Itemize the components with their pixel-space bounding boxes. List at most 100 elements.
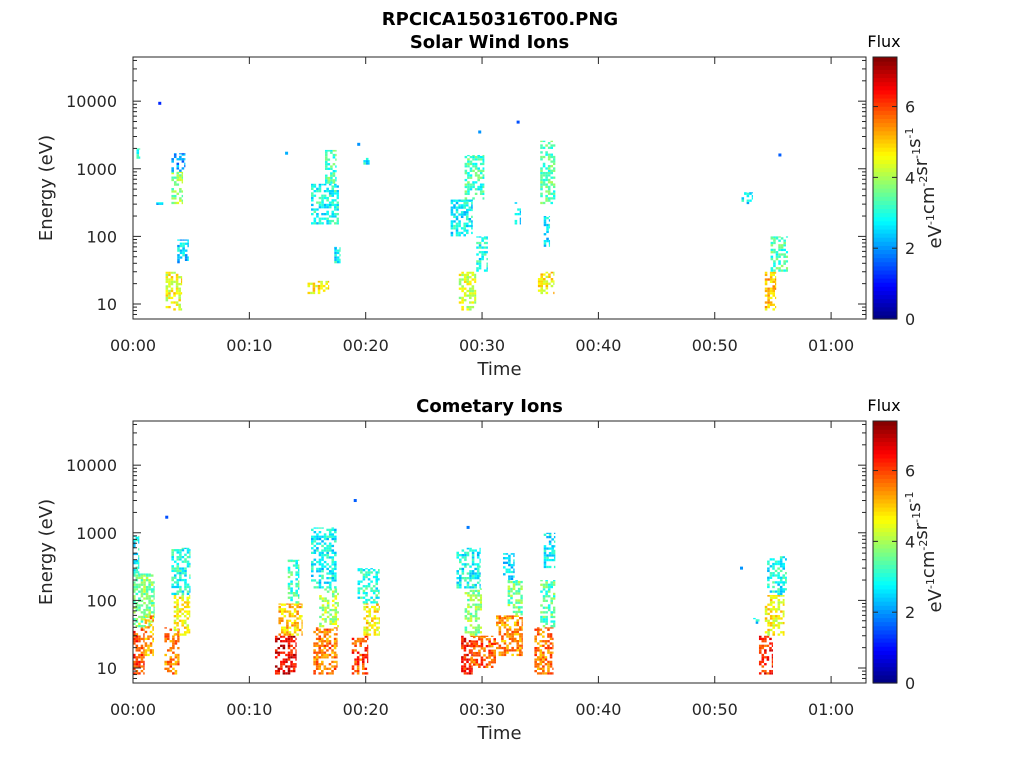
heatmap-cell — [458, 204, 461, 207]
heatmap-cell — [512, 580, 516, 584]
heatmap-cell — [331, 194, 335, 197]
heatmap-cell — [540, 604, 543, 607]
heatmap-cell — [463, 649, 467, 652]
heatmap-cell — [471, 294, 475, 297]
heatmap-cell — [325, 280, 328, 283]
heatmap-cell — [293, 619, 297, 622]
heatmap-cell — [149, 644, 153, 647]
heatmap-cell — [184, 153, 186, 156]
heatmap-cell — [773, 241, 776, 245]
heatmap-cell — [767, 301, 770, 304]
heatmap-cell — [774, 560, 778, 563]
heatmap-cell — [287, 646, 291, 650]
heatmap-cell — [485, 663, 489, 666]
heatmap-cell — [483, 647, 486, 650]
heatmap-cell — [764, 669, 767, 673]
heatmap-cell — [140, 583, 144, 586]
heatmap-cell — [321, 618, 325, 621]
heatmap-cell — [490, 645, 494, 648]
heatmap-cell — [550, 181, 554, 184]
heatmap-cell — [367, 582, 371, 586]
heatmap-cell — [517, 590, 521, 593]
heatmap-cell — [287, 637, 291, 641]
heatmap-cell — [474, 155, 478, 159]
heatmap-cell — [298, 628, 302, 632]
heatmap-cell — [148, 574, 151, 577]
heatmap-cell — [461, 563, 465, 566]
heatmap-cell — [324, 149, 328, 152]
heatmap-cell — [741, 199, 745, 202]
heatmap-cell — [466, 644, 469, 647]
heatmap-cell — [334, 249, 337, 252]
heatmap-cell — [313, 551, 317, 554]
heatmap-cell — [478, 264, 482, 268]
heatmap-cell — [293, 626, 297, 629]
heatmap-cell — [323, 542, 327, 545]
heatmap-cell — [365, 603, 369, 605]
heatmap-cell — [318, 206, 322, 209]
heatmap-cell — [477, 589, 480, 593]
heatmap-cell — [318, 574, 322, 577]
heatmap-cell — [318, 558, 322, 561]
heatmap-cell — [328, 222, 332, 225]
heatmap-cell — [479, 158, 483, 161]
heatmap-cell — [550, 153, 554, 156]
heatmap-cell — [334, 206, 337, 209]
heatmap-cell — [138, 576, 141, 580]
heatmap-cell — [315, 656, 319, 659]
heatmap-cell — [312, 284, 316, 288]
heatmap-cell — [779, 562, 783, 566]
heatmap-cell — [286, 610, 289, 613]
heatmap-cell — [171, 549, 174, 552]
heatmap-cell — [773, 236, 776, 238]
heatmap-cell — [326, 206, 329, 209]
heatmap-cell — [318, 651, 322, 654]
heatmap-cell — [482, 169, 485, 173]
heatmap-cell — [324, 156, 328, 159]
heatmap-cell — [175, 289, 179, 293]
heatmap-cell — [549, 627, 553, 629]
x-tick-label: 00:00 — [110, 336, 156, 355]
heatmap-cell — [460, 213, 464, 216]
heatmap-cell — [534, 628, 537, 631]
heatmap-cell — [769, 617, 773, 620]
heatmap-cell — [485, 635, 489, 637]
heatmap-cell — [170, 280, 174, 283]
heatmap-cell — [290, 589, 293, 592]
heatmap-cell — [331, 549, 335, 552]
heatmap-cell — [542, 181, 546, 184]
heatmap-cell — [181, 171, 184, 175]
heatmap-cell — [536, 667, 540, 670]
heatmap-cell — [181, 608, 184, 611]
heatmap-cell — [548, 216, 551, 218]
heatmap-cell — [181, 624, 184, 627]
heatmap-cell — [471, 206, 473, 209]
heatmap-cell — [777, 608, 781, 611]
heatmap-cell — [769, 637, 772, 641]
heatmap-cell — [545, 284, 549, 288]
heatmap-cell — [463, 640, 467, 643]
heatmap-cell — [482, 155, 485, 159]
heatmap-cell — [133, 663, 136, 666]
heatmap-cell — [517, 592, 521, 595]
heatmap-cell — [771, 665, 773, 668]
heatmap-cell — [472, 589, 475, 593]
colorbar-segment — [873, 617, 897, 623]
heatmap-cell — [173, 626, 177, 629]
x-tick-label: 00:00 — [110, 700, 156, 719]
colorbar-tick-label: 6 — [905, 462, 915, 481]
heatmap-cell — [334, 199, 337, 202]
heatmap-cell — [360, 568, 363, 570]
heatmap-cell — [461, 296, 464, 300]
heatmap-cell — [490, 651, 494, 655]
heatmap-cell — [365, 628, 369, 632]
heatmap-cell — [367, 598, 371, 602]
heatmap-cell — [152, 651, 154, 654]
heatmap-cell — [769, 642, 772, 645]
heatmap-cell — [547, 640, 550, 643]
heatmap-cell — [333, 627, 337, 629]
heatmap-cell — [363, 617, 366, 620]
heatmap-cell — [780, 610, 783, 613]
heatmap-cell — [138, 649, 141, 652]
heatmap-cell — [493, 638, 497, 641]
